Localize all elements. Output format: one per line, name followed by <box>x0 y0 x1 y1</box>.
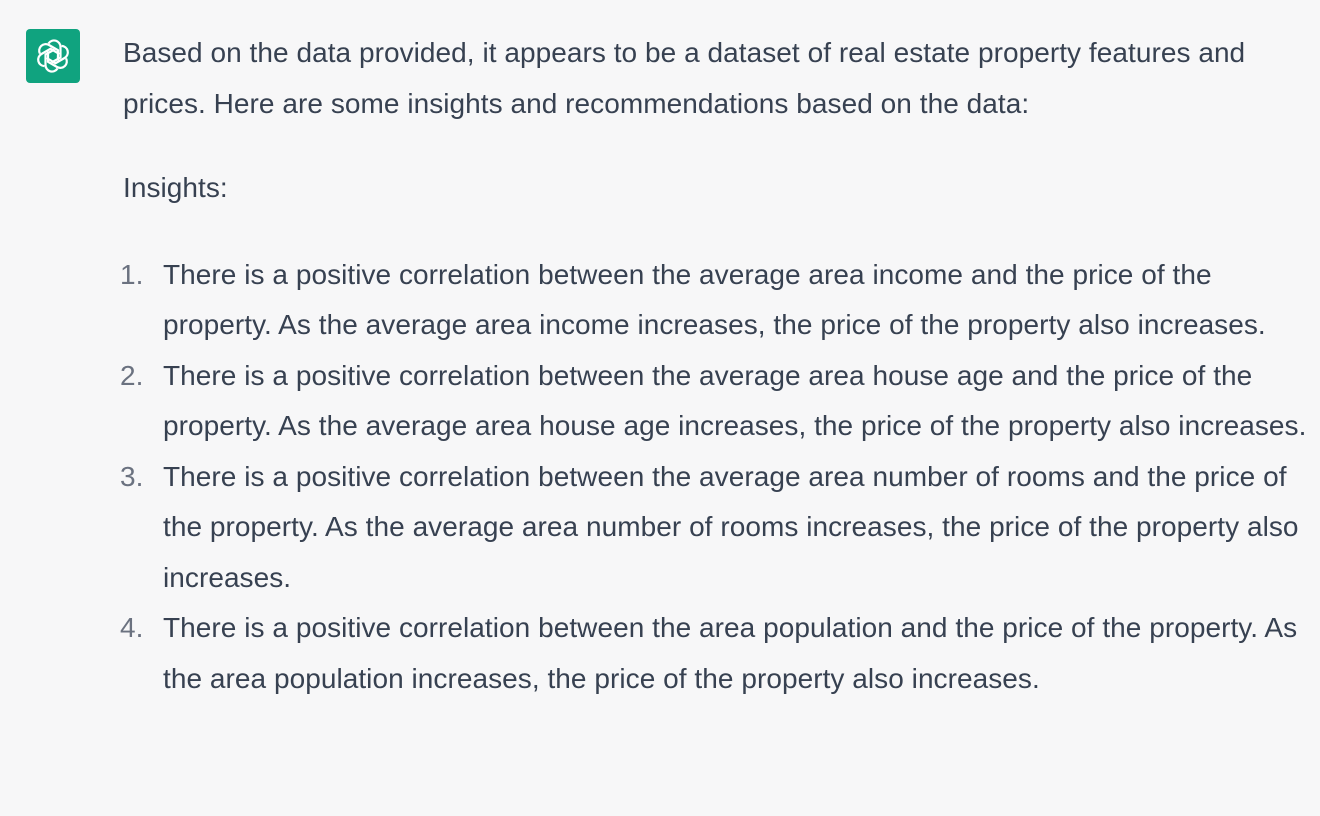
list-item-number: 2. <box>120 359 144 391</box>
list-item-text: There is a positive correlation between … <box>163 258 1266 341</box>
list-item-text: There is a positive correlation between … <box>163 359 1307 442</box>
list-item-number: 3. <box>120 460 144 492</box>
list-item: 4. There is a positive correlation betwe… <box>120 603 1308 704</box>
insights-list: 1. There is a positive correlation betwe… <box>120 250 1308 705</box>
list-item: 3. There is a positive correlation betwe… <box>120 452 1308 604</box>
list-item: 2. There is a positive correlation betwe… <box>120 351 1308 452</box>
message-content: Based on the data provided, it appears t… <box>120 28 1308 705</box>
list-item-text: There is a positive correlation between … <box>163 460 1299 593</box>
intro-paragraph: Based on the data provided, it appears t… <box>123 37 1246 119</box>
openai-logo-icon <box>37 39 69 73</box>
assistant-avatar <box>26 29 80 83</box>
list-item-number: 4. <box>120 612 144 643</box>
list-item-text: There is a positive correlation between … <box>163 612 1298 694</box>
list-item-number: 1. <box>120 258 144 290</box>
insights-heading: Insights: <box>123 172 228 203</box>
list-item: 1. There is a positive correlation betwe… <box>120 250 1308 351</box>
